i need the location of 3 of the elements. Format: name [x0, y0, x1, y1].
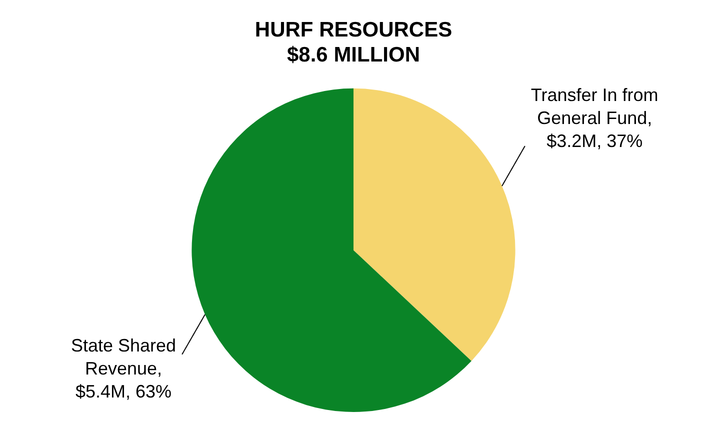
- slice-label: Transfer In from General Fund, $3.2M, 37%: [530, 84, 658, 151]
- chart-title: HURF RESOURCES $8.6 MILLION: [254, 18, 452, 67]
- slice-label: State Shared Revenue, $5.4M, 63%: [70, 335, 176, 402]
